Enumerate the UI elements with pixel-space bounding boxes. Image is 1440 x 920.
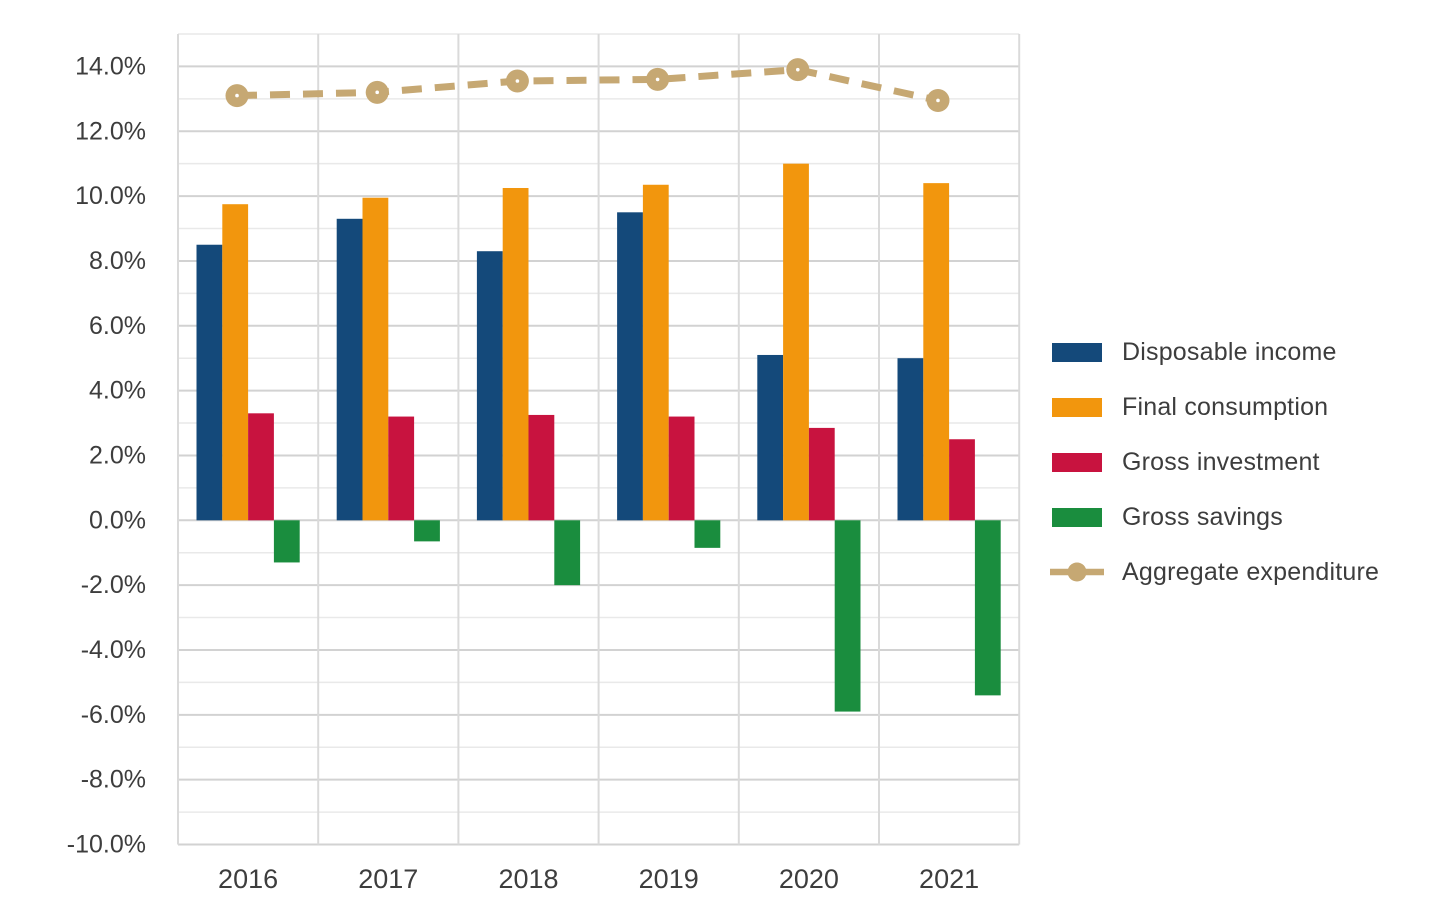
x-axis-label-2019: 2019 [639, 864, 699, 894]
y-axis-tick-label: 6.0% [89, 312, 146, 340]
legend-swatch-disposable-income [1052, 342, 1102, 362]
y-axis-tick-label: -10.0% [67, 831, 146, 859]
marker-center-dot [936, 98, 940, 103]
legend-label-aggregate-expenditure: Aggregate expenditure [1122, 557, 1380, 586]
legend: Disposable income Final consumption Gros… [1046, 337, 1380, 586]
x-axis-label-2018: 2018 [498, 864, 558, 894]
bar-disposable-income-2020 [757, 354, 784, 521]
legend-label-gross-investment: Gross investment [1122, 447, 1320, 476]
legend-item-final-consumption: Final consumption [1046, 392, 1379, 421]
x-axis-label-2021: 2021 [919, 864, 979, 894]
legend-line-marker-swatch [1050, 562, 1104, 582]
bar-disposable-income-2016 [196, 244, 223, 521]
bar-gross-investment-2017 [388, 416, 415, 521]
bar-gross-savings-2018 [554, 520, 581, 586]
bar-disposable-income-2017 [336, 218, 363, 521]
marker-center-dot [515, 79, 520, 83]
y-axis-tick-label: 0.0% [89, 506, 146, 534]
bar-gross-investment-2019 [668, 416, 695, 521]
y-axis-tick-label: 8.0% [89, 247, 146, 275]
legend-item-disposable-income: Disposable income [1046, 337, 1379, 366]
bar-gross-investment-2016 [248, 413, 274, 521]
legend-label-gross-savings: Gross savings [1122, 502, 1283, 531]
legend-item-aggregate-expenditure: Aggregate expenditure [1046, 557, 1380, 586]
marker-center-dot [375, 90, 380, 95]
bar-disposable-income-2019 [617, 212, 643, 521]
legend-swatch-gross-savings [1052, 507, 1102, 527]
x-axis-label-2016: 2016 [218, 864, 278, 894]
legend-swatch-final-consumption [1052, 397, 1102, 417]
bar-final-consumption-2021 [923, 183, 950, 521]
bar-gross-savings-2021 [974, 520, 1001, 696]
bar-gross-investment-2021 [949, 439, 975, 521]
y-axis-tick-label: 2.0% [89, 441, 146, 469]
legend-item-gross-investment: Gross investment [1046, 447, 1379, 476]
bar-final-consumption-2018 [502, 187, 529, 521]
bar-gross-investment-2018 [528, 414, 555, 521]
y-axis-tick-label: -4.0% [81, 636, 146, 664]
y-axis-tick-label: 14.0% [75, 52, 146, 80]
y-axis-tick-label: -2.0% [81, 571, 146, 599]
y-axis-tick-label: 4.0% [89, 377, 146, 405]
legend-swatch-gross-investment [1052, 452, 1102, 472]
bar-disposable-income-2021 [897, 358, 924, 521]
marker-center-dot [655, 77, 660, 82]
y-axis-tick-label: 10.0% [75, 182, 146, 210]
bar-final-consumption-2020 [783, 163, 809, 521]
marker-center-dot [796, 67, 800, 72]
bar-gross-savings-2017 [414, 520, 440, 542]
x-axis-label-2020: 2020 [779, 864, 839, 894]
bar-final-consumption-2016 [222, 204, 249, 521]
bar-final-consumption-2019 [642, 184, 669, 521]
legend-item-gross-savings: Gross savings [1046, 502, 1379, 531]
bar-final-consumption-2017 [362, 197, 389, 521]
bar-disposable-income-2018 [476, 251, 503, 521]
y-axis-tick-label: 12.0% [75, 117, 146, 145]
line-aggregate-expenditure [236, 66, 939, 104]
legend-label-disposable-income: Disposable income [1122, 337, 1337, 366]
y-axis-tick-label: -8.0% [81, 766, 146, 794]
bar-gross-savings-2019 [694, 520, 721, 548]
marker-center-dot [235, 93, 239, 98]
x-axis-label-2017: 2017 [358, 864, 418, 894]
bar-gross-savings-2020 [834, 520, 861, 712]
bar-gross-investment-2020 [808, 427, 835, 521]
bar-gross-savings-2016 [273, 520, 300, 563]
legend-label-final-consumption: Final consumption [1122, 392, 1329, 421]
y-axis-tick-label: -6.0% [81, 701, 146, 729]
